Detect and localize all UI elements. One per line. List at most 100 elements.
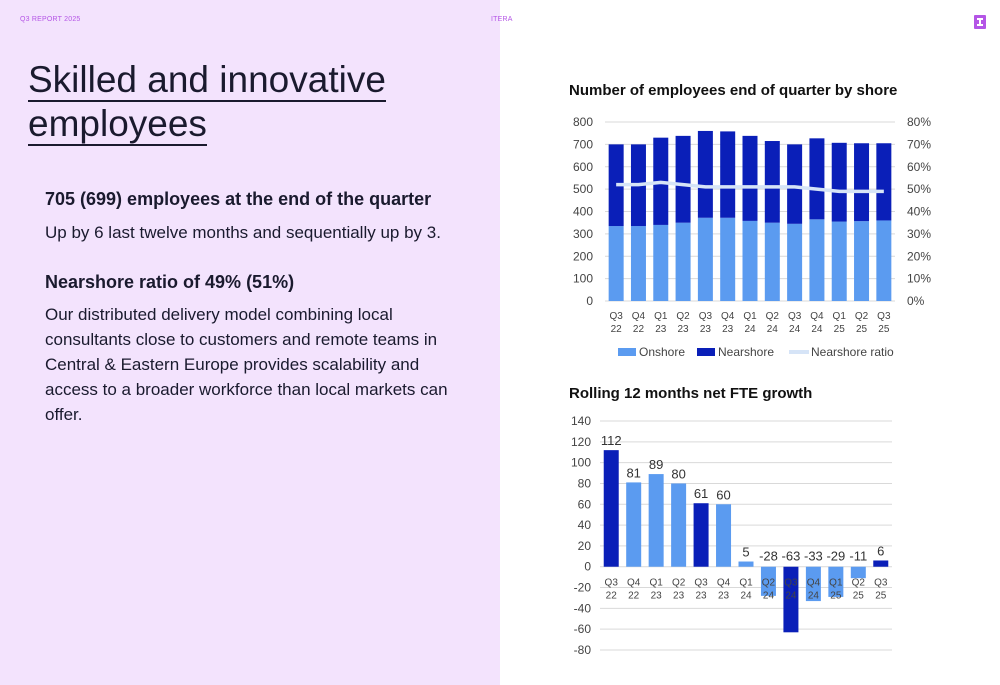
x-tick-label: Q4 — [810, 311, 824, 322]
itera-logo-icon — [974, 15, 986, 29]
nearshore-bar — [831, 142, 847, 222]
y-tick-label: 20 — [578, 539, 592, 553]
x-tick-label: Q4 — [717, 578, 731, 589]
x-tick-label: Q2 — [855, 311, 869, 322]
data-label: -28 — [759, 549, 778, 564]
x-tick-label: Q3 — [788, 311, 802, 322]
nearshore-bar — [809, 138, 825, 220]
data-label: -33 — [804, 549, 823, 564]
growth-bar — [648, 474, 664, 567]
y2-tick-label: 80% — [907, 115, 931, 129]
x-tick-label: Q1 — [829, 578, 843, 589]
growth-bar — [671, 483, 687, 567]
x-tick-label: Q1 — [654, 311, 668, 322]
x-tick-label: 24 — [789, 324, 801, 335]
nearshore-bar — [742, 135, 758, 221]
data-label: -11 — [849, 549, 867, 564]
x-tick-label: Q4 — [632, 311, 646, 322]
net-fte-growth-chart: Rolling 12 months net FTE growth -80 -60 -4… — [569, 385, 892, 657]
growth-bar — [738, 561, 754, 567]
growth-bar — [850, 566, 866, 579]
onshore-bar — [809, 219, 825, 301]
y-tick-label: -40 — [574, 601, 592, 615]
x-tick-label: 23 — [700, 324, 712, 335]
onshore-bar — [831, 221, 847, 301]
growth-bar — [716, 504, 732, 567]
onshore-bar — [742, 220, 758, 301]
page-title-line2: employees — [28, 103, 207, 146]
x-tick-label: Q4 — [807, 578, 821, 589]
y2-tick-label: 20% — [907, 249, 931, 263]
growth-bar — [783, 566, 799, 633]
legend-onshore-label: Onshore — [639, 345, 685, 359]
y2-tick-label: 60% — [907, 160, 931, 174]
page-title-line1: Skilled and innovative — [28, 59, 386, 102]
nearshore-bar — [787, 144, 803, 224]
x-tick-label: 24 — [811, 324, 823, 335]
x-tick-label: Q3 — [605, 578, 619, 589]
x-tick-label: 23 — [678, 324, 690, 335]
employees-by-shore-chart: Number of employees end of quarter by sh… — [569, 82, 931, 359]
y2-tick-label: 70% — [907, 137, 931, 151]
x-tick-label: 23 — [651, 591, 663, 602]
x-tick-label: Q3 — [694, 578, 708, 589]
onshore-bar — [675, 222, 691, 301]
y-tick-label: 700 — [573, 137, 593, 151]
left-panel — [0, 0, 500, 685]
nearshore-bar — [764, 141, 780, 223]
y-tick-label: 120 — [571, 435, 591, 449]
nearshore-ratio-line — [616, 180, 884, 194]
y-tick-label: 500 — [573, 182, 593, 196]
x-tick-label: 22 — [611, 324, 623, 335]
x-tick-label: 25 — [856, 324, 868, 335]
growth-bar — [693, 503, 709, 567]
y-tick-label: 0 — [586, 294, 593, 308]
y-tick-label: 0 — [584, 560, 591, 574]
y-tick-label: 80 — [578, 476, 592, 490]
x-tick-label: Q4 — [721, 311, 735, 322]
x-tick-label: 25 — [875, 591, 887, 602]
onshore-bar — [608, 226, 624, 301]
x-tick-label: 25 — [878, 324, 890, 335]
growth-bar — [873, 560, 889, 567]
y-tick-label: 400 — [573, 205, 593, 219]
x-tick-label: 23 — [655, 324, 667, 335]
nearshore-bar — [675, 135, 691, 223]
data-label: 81 — [626, 465, 640, 480]
growth-bar — [626, 482, 642, 567]
y-tick-label: 40 — [578, 518, 592, 532]
onshore-bar — [697, 217, 713, 301]
legend-ratio-label: Nearshore ratio — [811, 345, 894, 359]
x-tick-label: Q1 — [833, 311, 847, 322]
y2-tick-label: 30% — [907, 227, 931, 241]
x-tick-label: 23 — [718, 591, 730, 602]
x-tick-label: Q1 — [743, 311, 757, 322]
x-tick-label: Q3 — [874, 578, 888, 589]
x-tick-label: 24 — [767, 324, 779, 335]
section2-body: Our distributed delivery model combining… — [45, 305, 448, 424]
growth-bar — [760, 566, 776, 596]
brand-label: ITERA — [491, 16, 513, 23]
onshore-bar — [653, 224, 669, 301]
data-label: 60 — [716, 487, 730, 502]
y-tick-label: 100 — [573, 272, 593, 286]
growth-bar — [805, 566, 821, 602]
x-tick-label: Q3 — [877, 311, 891, 322]
legend-nearshore-label: Nearshore — [718, 345, 774, 359]
nearshore-bar — [854, 143, 870, 222]
x-tick-label: Q3 — [609, 311, 623, 322]
x-tick-label: Q4 — [627, 578, 641, 589]
x-tick-label: 25 — [830, 591, 842, 602]
onshore-bar — [764, 222, 780, 301]
data-label: 6 — [877, 543, 884, 558]
x-tick-label: 25 — [853, 591, 865, 602]
x-tick-label: 24 — [744, 324, 756, 335]
x-tick-label: 24 — [763, 591, 775, 602]
x-tick-label: Q2 — [676, 311, 690, 322]
section1-body: Up by 6 last twelve months and sequentia… — [45, 223, 441, 242]
y-tick-label: 200 — [573, 249, 593, 263]
growth-bar — [603, 450, 619, 567]
nearshore-bar — [697, 130, 713, 218]
chart1-title: Number of employees end of quarter by sh… — [569, 82, 897, 99]
y2-tick-label: 0% — [907, 294, 925, 308]
